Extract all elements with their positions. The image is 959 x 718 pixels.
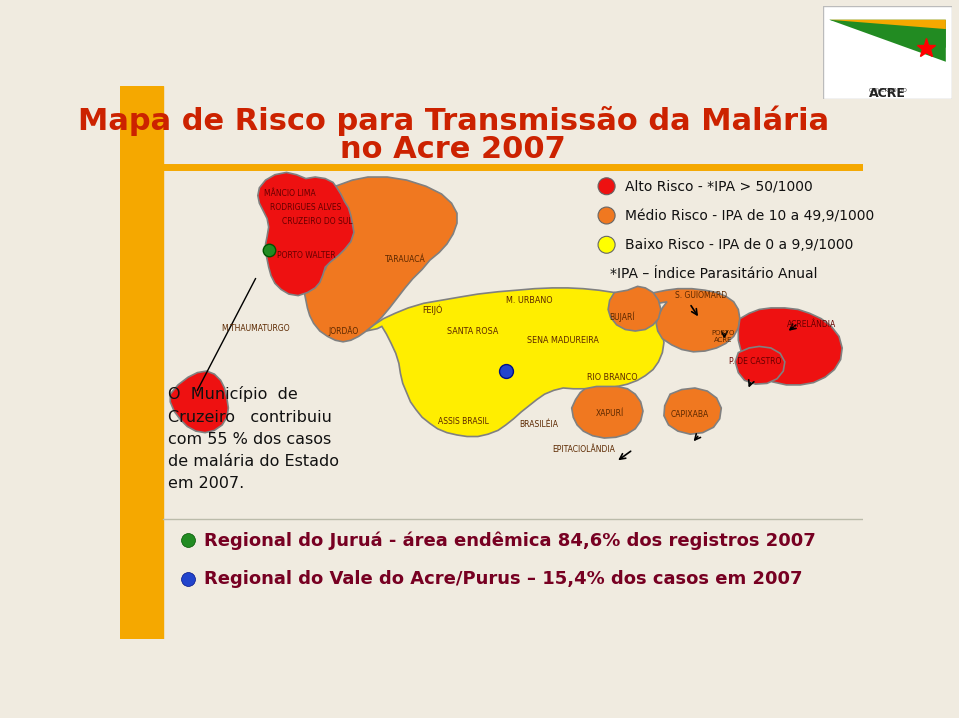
Polygon shape xyxy=(736,346,784,384)
Text: RIO BRANCO: RIO BRANCO xyxy=(587,373,638,382)
Text: ASSIS BRASIL: ASSIS BRASIL xyxy=(437,416,489,426)
Text: ACRELÂNDIA: ACRELÂNDIA xyxy=(787,320,836,330)
Text: PORTO
ACRE: PORTO ACRE xyxy=(712,330,735,343)
Text: Mapa de Risco para Transmissão da Malária: Mapa de Risco para Transmissão da Malári… xyxy=(78,106,829,136)
Polygon shape xyxy=(830,19,946,62)
Polygon shape xyxy=(171,371,228,433)
Text: GOVERNO DO: GOVERNO DO xyxy=(869,88,906,93)
Text: M. URBANO: M. URBANO xyxy=(505,296,552,304)
Text: SENA MADUREIRA: SENA MADUREIRA xyxy=(527,336,599,345)
Text: Regional do Vale do Acre/Purus – 15,4% dos casos em 2007: Regional do Vale do Acre/Purus – 15,4% d… xyxy=(203,570,802,588)
Text: TARAUACÁ: TARAUACÁ xyxy=(385,255,426,264)
Polygon shape xyxy=(258,172,354,296)
Text: EPITACIOLÂNDIA: EPITACIOLÂNDIA xyxy=(551,445,615,454)
Text: O  Município  de
Cruzeiro   contribuiu
com 55 % dos casos
de malária do Estado
e: O Município de Cruzeiro contribuiu com 5… xyxy=(168,386,339,491)
Text: BUJARÍ: BUJARÍ xyxy=(609,312,635,322)
Text: MÂNCIO LIMA: MÂNCIO LIMA xyxy=(265,190,316,198)
Text: Baixo Risco - IPA de 0 a 9,9/1000: Baixo Risco - IPA de 0 a 9,9/1000 xyxy=(625,238,854,252)
Text: ACRE: ACRE xyxy=(869,87,906,101)
Polygon shape xyxy=(638,289,740,352)
Circle shape xyxy=(598,236,615,253)
Text: S. GUIOMARD: S. GUIOMARD xyxy=(675,291,727,300)
Text: Médio Risco - IPA de 10 a 49,9/1000: Médio Risco - IPA de 10 a 49,9/1000 xyxy=(625,208,875,223)
Polygon shape xyxy=(830,19,946,29)
Text: PORTO WALTER: PORTO WALTER xyxy=(276,251,336,260)
Text: M.THAUMATURGO: M.THAUMATURGO xyxy=(222,325,290,333)
Polygon shape xyxy=(608,286,661,331)
Text: P. DE CASTRO: P. DE CASTRO xyxy=(729,358,782,366)
Text: RODRIGUES ALVES: RODRIGUES ALVES xyxy=(270,203,341,213)
Bar xyxy=(120,86,162,639)
Text: CAPIXABA: CAPIXABA xyxy=(670,410,709,419)
Text: XAPURÍ: XAPURÍ xyxy=(596,409,623,418)
Circle shape xyxy=(598,178,615,195)
Text: BRASILÉIA: BRASILÉIA xyxy=(519,421,558,429)
Polygon shape xyxy=(830,19,946,48)
Polygon shape xyxy=(304,177,457,342)
Polygon shape xyxy=(366,288,664,437)
Polygon shape xyxy=(572,386,643,438)
Text: *IPA – Índice Parasitário Anual: *IPA – Índice Parasitário Anual xyxy=(610,267,817,281)
Polygon shape xyxy=(738,308,842,385)
Text: CRUZEIRO DO SUL: CRUZEIRO DO SUL xyxy=(282,217,353,226)
Text: SANTA ROSA: SANTA ROSA xyxy=(447,327,498,335)
Text: Alto Risco - *IPA > 50/1000: Alto Risco - *IPA > 50/1000 xyxy=(625,180,813,193)
Text: no Acre 2007: no Acre 2007 xyxy=(340,135,566,164)
Text: FEIJÓ: FEIJÓ xyxy=(422,304,442,314)
Circle shape xyxy=(598,207,615,224)
Text: JORDÃO: JORDÃO xyxy=(328,326,359,336)
Text: Regional do Juruá - área endêmica 84,6% dos registros 2007: Regional do Juruá - área endêmica 84,6% … xyxy=(203,531,815,550)
Polygon shape xyxy=(664,388,721,434)
